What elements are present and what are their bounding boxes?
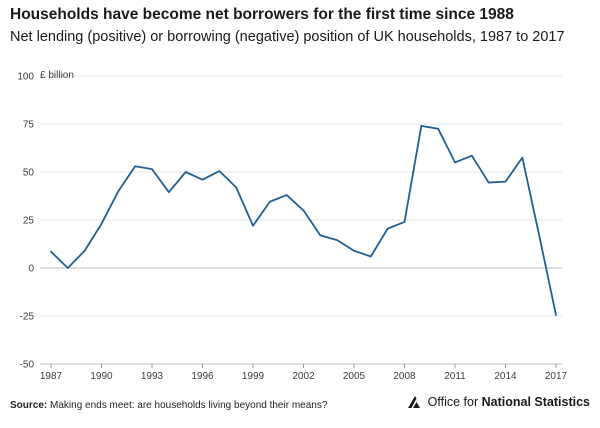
ons-logo: Office for National Statistics (407, 395, 590, 409)
y-tick-label: 50 (23, 168, 35, 179)
x-tick-label: 1996 (191, 371, 214, 382)
x-tick-label: 1990 (90, 371, 113, 382)
y-tick-label: 75 (23, 120, 35, 131)
x-axis-ticks: 1987 1990 1993 1996 1999 2002 2005 2008 2011 2014… (40, 364, 568, 382)
series-group (50, 125, 557, 316)
x-tick-label: 2011 (444, 371, 466, 382)
chart-subtitle: Net lending (positive) or borrowing (neg… (10, 29, 565, 45)
source-label: Source: (10, 400, 48, 411)
x-tick-label: 2014 (494, 371, 517, 382)
source-note: Source: Making ends meet: are households… (10, 400, 327, 411)
y-tick-label: -50 (20, 360, 35, 371)
y-axis-ticks: 100 75 50 25 0 -25 -50 (17, 72, 34, 371)
y-tick-label: 100 (17, 72, 34, 83)
y-axis-unit-label: £ billion (40, 70, 74, 81)
gridlines (40, 75, 562, 365)
x-tick-label: 1987 (40, 371, 63, 382)
chart-title: Households have become net borrowers for… (10, 6, 514, 23)
logo-text-regular: Office for (427, 395, 482, 409)
x-tick-label: 2008 (393, 371, 416, 382)
x-tick-label: 1993 (141, 371, 164, 382)
ons-logo-icon (407, 396, 420, 408)
logo-text-bold: National Statistics (481, 395, 590, 409)
source-text: Making ends meet: are households living … (50, 400, 328, 411)
y-tick-label: 0 (28, 264, 34, 275)
x-tick-label: 2002 (292, 371, 315, 382)
y-tick-label: -25 (20, 312, 35, 323)
y-tick-label: 25 (23, 216, 35, 227)
logo-text: Office for National Statistics (428, 395, 590, 409)
x-tick-label: 2017 (545, 371, 568, 382)
x-tick-label: 1999 (242, 371, 265, 382)
x-tick-label: 2005 (343, 371, 366, 382)
